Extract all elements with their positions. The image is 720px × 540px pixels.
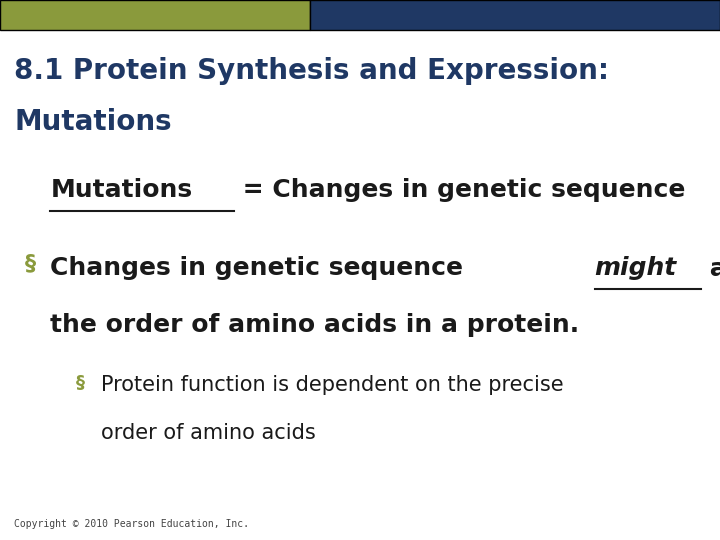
FancyBboxPatch shape (0, 0, 310, 30)
Text: Mutations: Mutations (50, 178, 192, 202)
Text: Copyright © 2010 Pearson Education, Inc.: Copyright © 2010 Pearson Education, Inc. (14, 519, 249, 529)
Text: Mutations: Mutations (14, 108, 172, 136)
Text: affect: affect (701, 256, 720, 280)
FancyBboxPatch shape (310, 0, 720, 30)
Text: 8.1 Protein Synthesis and Expression:: 8.1 Protein Synthesis and Expression: (14, 57, 609, 85)
Text: order of amino acids: order of amino acids (101, 423, 315, 443)
Text: §: § (76, 374, 85, 391)
Text: the order of amino acids in a protein.: the order of amino acids in a protein. (50, 313, 580, 337)
Text: = Changes in genetic sequence: = Changes in genetic sequence (234, 178, 685, 202)
Text: Protein function is dependent on the precise: Protein function is dependent on the pre… (101, 375, 564, 395)
Text: §: § (25, 254, 36, 274)
Text: Changes in genetic sequence: Changes in genetic sequence (50, 256, 472, 280)
Text: might: might (595, 256, 677, 280)
